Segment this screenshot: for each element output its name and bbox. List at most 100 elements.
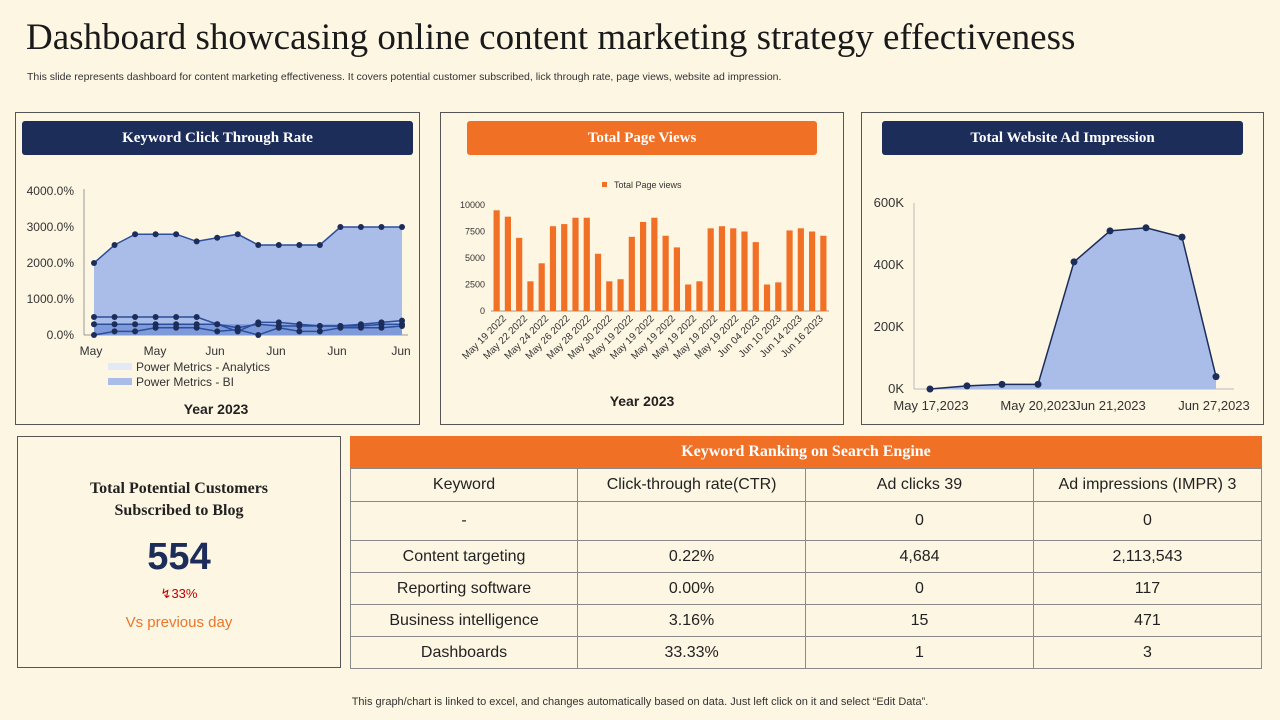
ctr-point (316, 328, 323, 335)
kpi-label-line2: Subscribed to Blog (114, 502, 244, 519)
pageviews-panel: Total Page Views Total Page views 0 2500 50… (440, 112, 844, 425)
ctr-point (296, 328, 303, 335)
table-cell: 0.22% (577, 540, 807, 573)
pageviews-bar (516, 237, 523, 311)
pageviews-bar (617, 279, 624, 311)
ad-x-tick: Jun 21,2023 (1074, 398, 1146, 413)
ad-point (1070, 258, 1078, 266)
ctr-y-tick: 2000.0% (27, 256, 75, 270)
ctr-x-tick: May (80, 344, 103, 358)
ctr-point (234, 231, 241, 238)
ctr-area-analytics (94, 227, 402, 335)
ctr-point (378, 324, 385, 331)
pageviews-bar (572, 217, 579, 311)
pageviews-bar (786, 230, 793, 311)
table-cell: 3 (1032, 636, 1263, 669)
pageviews-bar (741, 231, 748, 311)
ctr-point (275, 324, 282, 331)
ad-y-tick: 400K (874, 257, 905, 272)
table-cell: Reporting software (349, 572, 579, 605)
table-cell (577, 501, 807, 541)
ctr-legend-swatch-bi (108, 378, 132, 385)
table-cell: 0 (805, 572, 1034, 605)
table-cell: 471 (1032, 604, 1263, 637)
ctr-panel: Keyword Click Through Rate 0.0% 1000.0% 20… (15, 112, 420, 425)
keyword-ranking-table: Keyword Click-through rate(CTR) Ad click… (349, 468, 1263, 669)
ad-x-tick: May 20,2023 (1000, 398, 1075, 413)
pageviews-bar (606, 281, 613, 311)
table-cell: 33.33% (577, 636, 807, 669)
pageviews-bar (527, 281, 534, 311)
table-cell: - (349, 501, 579, 541)
table-cell: 1 (805, 636, 1034, 669)
ctr-point (132, 321, 139, 328)
page-subtitle: This slide represents dashboard for cont… (27, 71, 782, 83)
ad-point (1212, 373, 1220, 381)
ctr-legend-label: Power Metrics - BI (136, 375, 234, 389)
ad-y-tick: 600K (874, 195, 905, 210)
ctr-point (357, 324, 364, 331)
ad-panel: Total Website Ad Impression 0K 200K 400K 60… (861, 112, 1264, 425)
ctr-point (316, 242, 323, 248)
table-cell: 0 (1032, 501, 1263, 541)
ctr-x-tick: Jun (266, 344, 285, 358)
pageviews-bar (504, 216, 511, 311)
table-row: Business intelligence 3.16% 15 471 (349, 604, 1263, 637)
ctr-point (337, 324, 344, 331)
ctr-series-line (93, 325, 403, 336)
table-cell: 2,113,543 (1032, 540, 1263, 573)
table-cell: 0.00% (577, 572, 807, 605)
ctr-point (173, 314, 180, 320)
table-cell: Dashboards (349, 636, 579, 669)
pageviews-bar (673, 247, 680, 311)
ctr-point (255, 332, 262, 338)
pageviews-bar (628, 236, 635, 311)
pageviews-bar (775, 282, 782, 311)
ad-point (998, 380, 1006, 388)
pageviews-bar (493, 210, 500, 311)
ad-y-tick: 0K (888, 381, 904, 396)
kpi-change: ↯33% (18, 586, 340, 602)
ctr-y-tick: 4000.0% (27, 184, 75, 198)
table-cell: 117 (1032, 572, 1263, 605)
ctr-chart: 0.0% 1000.0% 2000.0% 3000.0% 4000.0% May May Ju… (27, 184, 411, 417)
ad-y-tick: 200K (874, 319, 905, 334)
page-title: Dashboard showcasing online content mark… (26, 17, 1076, 58)
ctr-point (111, 328, 118, 335)
ctr-point (214, 234, 221, 241)
ctr-point (132, 231, 139, 238)
pageviews-bar (685, 284, 692, 311)
ctr-point (357, 224, 364, 230)
footer-note: This graph/chart is linked to excel, and… (351, 696, 929, 708)
ctr-x-tick: Jun (391, 344, 410, 358)
pageviews-bar (651, 217, 658, 311)
pageviews-y-tick: 10000 (460, 200, 485, 210)
ad-point (926, 385, 934, 393)
ctr-point (91, 314, 97, 320)
ctr-point (91, 260, 97, 266)
ctr-point (214, 328, 221, 335)
kpi-change-value: 33% (171, 586, 198, 601)
ctr-point (316, 323, 323, 329)
pageviews-panel-header: Total Page Views (467, 121, 817, 155)
kpi-value: 554 (147, 536, 211, 578)
table-row: Dashboards 33.33% 1 3 (349, 636, 1263, 669)
column-header-ctr: Click-through rate(CTR) (577, 468, 807, 502)
ctr-point (275, 242, 282, 248)
pageviews-y-tick: 0 (480, 306, 485, 316)
ctr-panel-header: Keyword Click Through Rate (22, 121, 413, 155)
ad-point (963, 382, 971, 390)
pageviews-bar (549, 226, 557, 311)
ad-panel-header: Total Website Ad Impression (882, 121, 1243, 155)
column-header-keyword: Keyword (349, 468, 579, 502)
table-cell: 3.16% (577, 604, 807, 637)
arrow-down-icon: ↯ (160, 586, 172, 601)
pageviews-bar (538, 263, 545, 311)
ad-area (930, 227, 1216, 389)
ctr-point (111, 321, 118, 328)
pageviews-y-tick: 2500 (465, 280, 485, 290)
table-cell: Business intelligence (349, 604, 579, 637)
ctr-area-bi (94, 324, 402, 335)
ctr-point (255, 321, 262, 328)
pageviews-bar (594, 253, 602, 311)
